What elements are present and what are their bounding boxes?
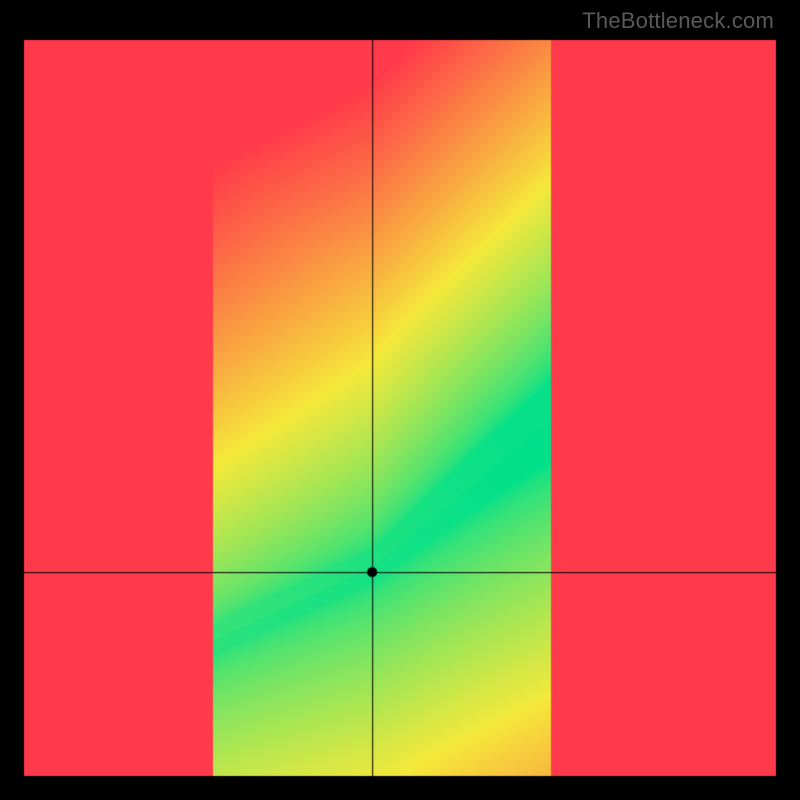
bottleneck-heatmap-canvas <box>0 0 800 800</box>
watermark-text: TheBottleneck.com <box>582 8 774 34</box>
